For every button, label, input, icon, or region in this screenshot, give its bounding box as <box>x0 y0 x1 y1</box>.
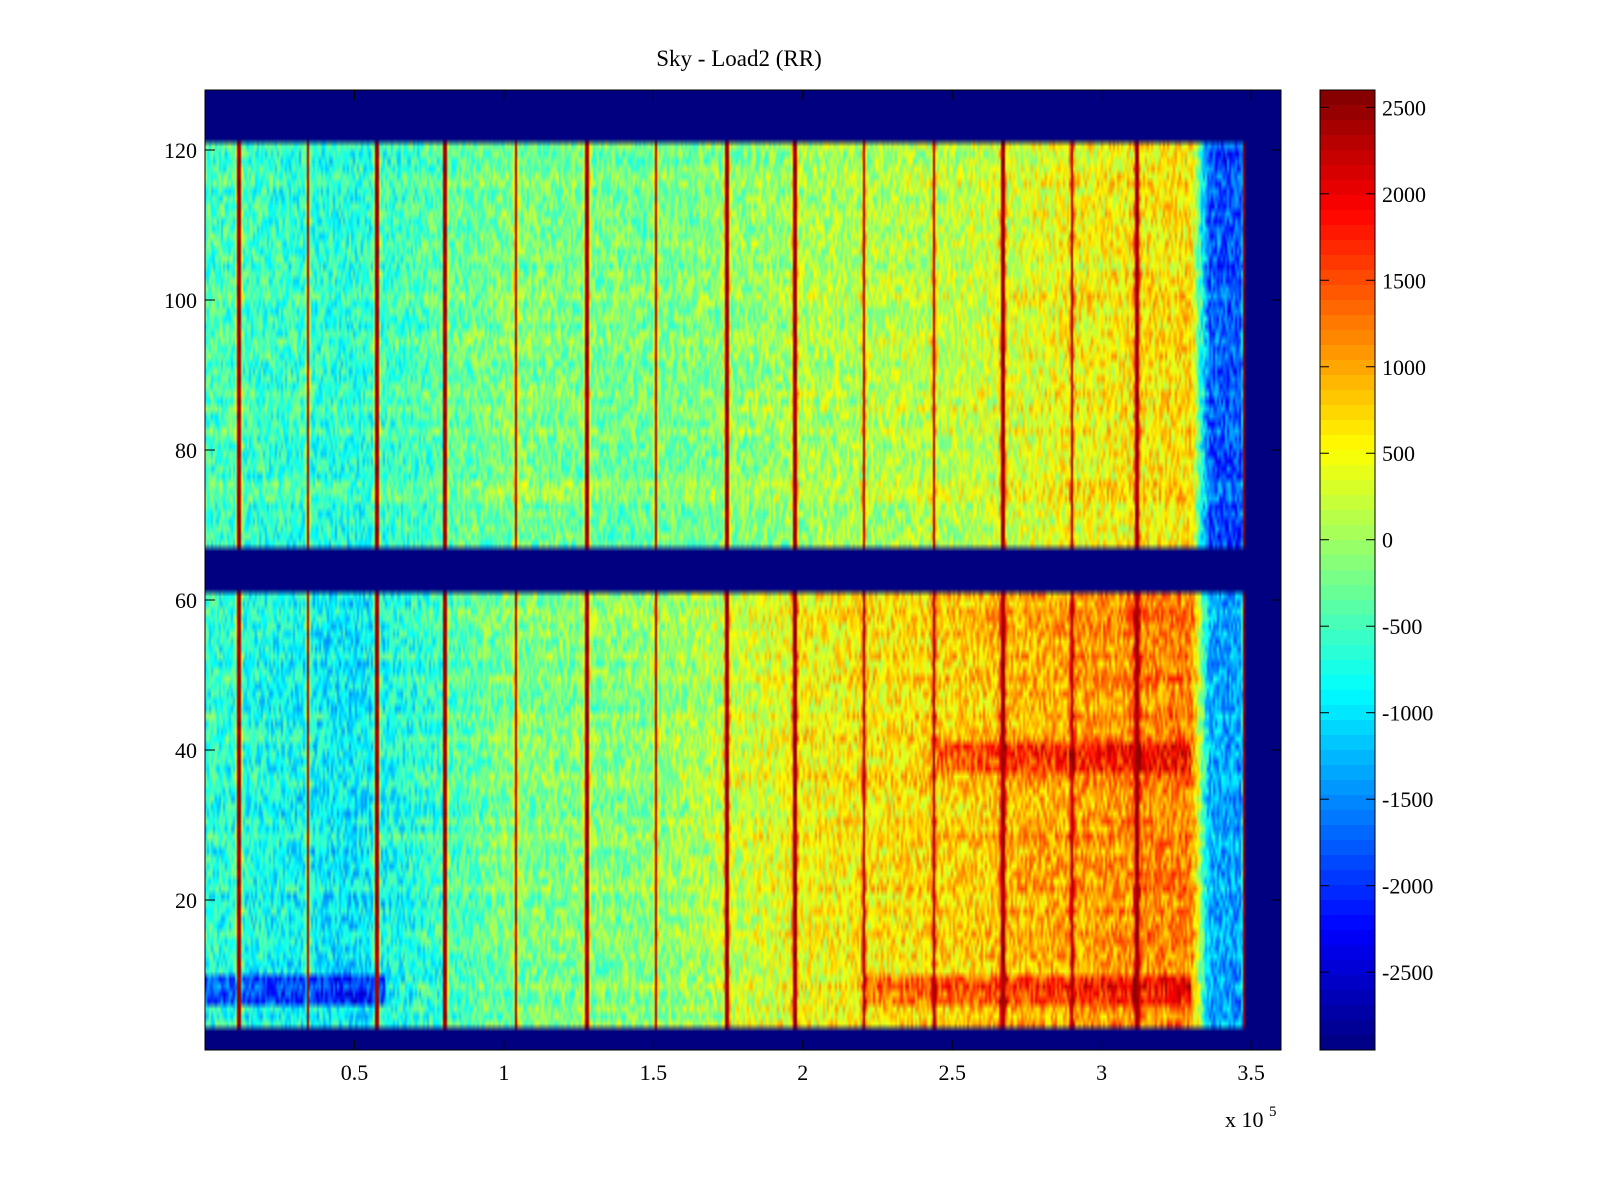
x-axis-multiplier-base: x 10 <box>1225 1107 1264 1132</box>
y-tick-label: 60 <box>175 588 197 613</box>
colorbar-tick-label: -1000 <box>1382 701 1433 726</box>
colorbar-tick-label: -2500 <box>1382 960 1433 985</box>
heatmap-area <box>204 89 1282 1051</box>
x-tick-label: 1 <box>498 1060 509 1085</box>
colorbar: 2500 2000 1500 1000 500 0 -500 -1000 -1500 -2000 -… <box>1319 89 1433 1051</box>
x-tick-label: 1.5 <box>640 1060 668 1085</box>
colorbar-tick-label: -500 <box>1382 614 1422 639</box>
x-tick-label: 3 <box>1096 1060 1107 1085</box>
colorbar-tick-label: 2500 <box>1382 95 1426 120</box>
colorbar-tick-label: 1500 <box>1382 268 1426 293</box>
x-axis-multiplier-exponent: 5 <box>1269 1104 1277 1120</box>
y-tick-label: 100 <box>164 288 197 313</box>
x-axis: 0.5 1 1.5 2 2.5 3 3.5 <box>341 90 1265 1085</box>
colorbar-tick-label: -1500 <box>1382 787 1433 812</box>
plot-frame <box>204 89 1282 1051</box>
x-tick-label: 0.5 <box>341 1060 369 1085</box>
colorbar-tick-label: -2000 <box>1382 874 1433 899</box>
colorbar-tick-label: 500 <box>1382 441 1415 466</box>
colorbar-tick-label: 0 <box>1382 528 1393 553</box>
y-tick-label: 20 <box>175 888 197 913</box>
y-tick-label: 120 <box>164 138 197 163</box>
colorbar-gradient <box>1320 90 1375 1050</box>
colorbar-ticks: 2500 2000 1500 1000 500 0 -500 -1000 -1500 -2000 -… <box>1320 95 1433 985</box>
colorbar-tick-label: 1000 <box>1382 355 1426 380</box>
y-tick-label: 40 <box>175 738 197 763</box>
x-tick-label: 2.5 <box>938 1060 966 1085</box>
heatmap-image <box>205 90 1281 1050</box>
colorbar-tick-label: 2000 <box>1382 182 1426 207</box>
x-tick-label: 3.5 <box>1237 1060 1265 1085</box>
chart-title: Sky - Load2 (RR) <box>656 46 821 71</box>
y-axis: 20 40 60 80 100 120 <box>164 138 1281 913</box>
x-axis-multiplier: x 10 5 <box>1225 1104 1277 1132</box>
x-tick-label: 2 <box>797 1060 808 1085</box>
y-tick-label: 80 <box>175 438 197 463</box>
colorbar-frame <box>1319 89 1376 1051</box>
